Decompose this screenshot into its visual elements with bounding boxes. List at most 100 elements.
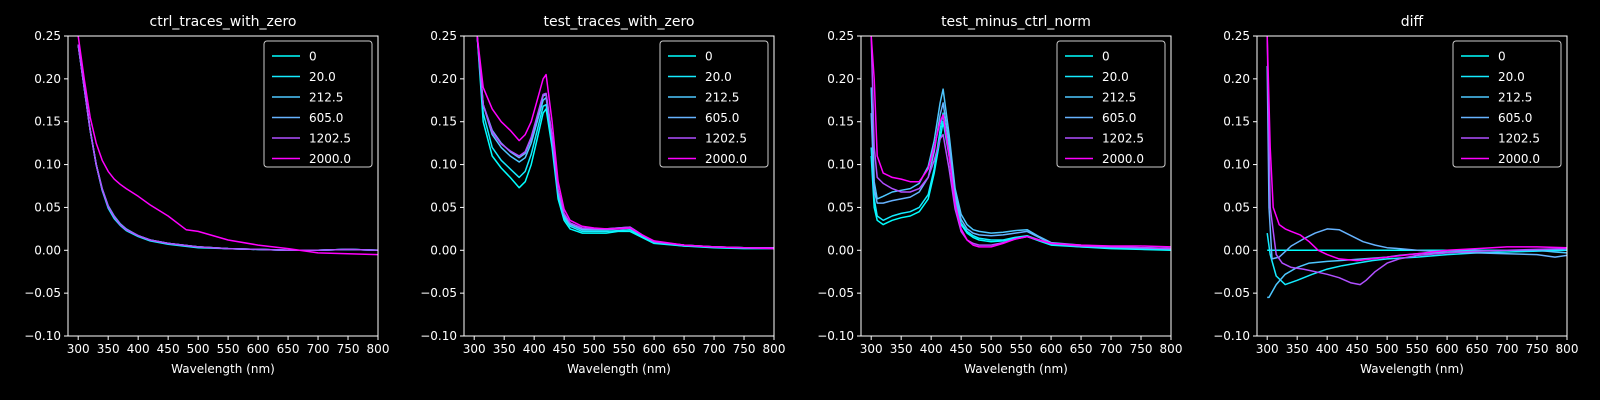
y-tick-label: 0.25	[1223, 29, 1250, 43]
legend: 0 20.0 212.5 605.0 1202.5 2000.0	[263, 40, 373, 168]
series-line-2000.0	[1266, 36, 1567, 262]
x-tick-label: 800	[367, 342, 390, 356]
x-tick-label: 600	[247, 342, 270, 356]
subplot-2: test_traces_with_zero 300 350 400 450 500 550…	[420, 14, 785, 376]
legend: 0 20.0 212.5 605.0 1202.5 2000.0	[1452, 40, 1562, 168]
x-tick-label: 750	[733, 342, 756, 356]
legend-label: 605.0	[1102, 111, 1136, 125]
y-tick-label: 0.20	[1223, 72, 1250, 86]
x-tick-label: 550	[1010, 342, 1033, 356]
axes-frame	[463, 35, 775, 337]
x-tick-label: 400	[523, 342, 546, 356]
y-tick-label: 0.00	[1223, 243, 1250, 257]
legend-label: 2000.0	[1498, 152, 1540, 166]
legend-label: 605.0	[1498, 111, 1532, 125]
x-tick-label: 650	[1466, 342, 1489, 356]
y-tick-label: −0.05	[817, 286, 854, 300]
legend-box	[1056, 40, 1166, 168]
y-tick-label: 0.20	[827, 72, 854, 86]
subplot-3: test_minus_ctrl_norm 300 350 400 450 500 550 6…	[817, 14, 1182, 376]
legend-box	[659, 40, 769, 168]
y-tick-label: 0.05	[34, 200, 61, 214]
subplot-title: test_minus_ctrl_norm	[941, 14, 1091, 30]
legend-label: 20.0	[1102, 70, 1129, 84]
series-line-2000.0	[476, 36, 774, 250]
legend-label: 1202.5	[309, 132, 351, 146]
x-axis-label: Wavelength (nm)	[567, 362, 671, 376]
legend: 0 20.0 212.5 605.0 1202.5 2000.0	[659, 40, 769, 168]
x-tick-label: 700	[307, 342, 330, 356]
x-tick-label: 500	[980, 342, 1003, 356]
x-tick-label: 750	[1130, 342, 1153, 356]
x-tick-label: 500	[583, 342, 606, 356]
y-tick-label: −0.05	[1213, 286, 1250, 300]
legend-box	[1452, 40, 1562, 168]
y-tick-label: −0.10	[24, 329, 61, 343]
x-tick-label: 300	[860, 342, 883, 356]
x-tick-label: 400	[1316, 342, 1339, 356]
x-tick-label: 650	[1070, 342, 1093, 356]
legend: 0 20.0 212.5 605.0 1202.5 2000.0	[1056, 40, 1166, 168]
series-line-1202.5	[1266, 36, 1567, 286]
y-tick-label: 0.10	[827, 158, 854, 172]
y-tick-label: 0.00	[34, 243, 61, 257]
y-tick-label: 0.00	[430, 243, 457, 257]
x-tick-label: 450	[157, 342, 180, 356]
y-tick-label: 0.25	[34, 29, 61, 43]
series-line-2000.0	[870, 36, 1171, 248]
axes-frame	[1256, 35, 1568, 337]
y-tick-label: 0.15	[430, 115, 457, 129]
x-tick-label: 500	[187, 342, 210, 356]
y-tick-label: 0.10	[430, 158, 457, 172]
x-tick-label: 500	[1376, 342, 1399, 356]
x-tick-label: 600	[1436, 342, 1459, 356]
series-line-2000.0	[77, 36, 378, 256]
y-tick-label: 0.05	[430, 200, 457, 214]
legend-label: 0	[309, 50, 317, 64]
y-tick-label: −0.05	[420, 286, 457, 300]
series-group	[476, 36, 774, 250]
y-tick-label: −0.10	[817, 329, 854, 343]
x-tick-label: 400	[127, 342, 150, 356]
legend-label: 2000.0	[705, 152, 747, 166]
x-tick-label: 300	[463, 342, 486, 356]
x-tick-label: 450	[553, 342, 576, 356]
legend-label: 1202.5	[1102, 132, 1144, 146]
x-tick-label: 650	[277, 342, 300, 356]
x-tick-label: 300	[67, 342, 90, 356]
legend-label: 0	[705, 50, 713, 64]
legend-label: 1202.5	[705, 132, 747, 146]
y-tick-label: 0.25	[827, 29, 854, 43]
subplot-title: ctrl_traces_with_zero	[150, 14, 297, 30]
x-tick-label: 700	[703, 342, 726, 356]
series-group	[1266, 36, 1567, 299]
series-line-605.0	[1266, 65, 1567, 260]
x-tick-label: 450	[1346, 342, 1369, 356]
axes-frame	[860, 35, 1172, 337]
y-tick-label: 0.15	[1223, 115, 1250, 129]
x-tick-label: 750	[1526, 342, 1549, 356]
legend-label: 20.0	[1498, 70, 1525, 84]
y-tick-label: −0.05	[24, 286, 61, 300]
x-tick-label: 750	[337, 342, 360, 356]
legend-label: 605.0	[309, 111, 343, 125]
y-tick-label: 0.10	[34, 158, 61, 172]
legend-label: 2000.0	[309, 152, 351, 166]
x-tick-label: 350	[890, 342, 913, 356]
legend-label: 0	[1498, 50, 1506, 64]
y-tick-label: 0.05	[1223, 200, 1250, 214]
x-tick-label: 650	[673, 342, 696, 356]
y-tick-label: 0.00	[827, 243, 854, 257]
subplot-title: diff	[1401, 14, 1424, 30]
subplot-1: ctrl_traces_with_zero 300 350 400 450 500 550…	[24, 14, 389, 376]
x-tick-label: 450	[950, 342, 973, 356]
legend-label: 20.0	[309, 70, 336, 84]
subplot-title: test_traces_with_zero	[544, 14, 695, 30]
plot-area: 300 350 400 450 500 550 600 650 700 750 800 −0.10 −0…	[420, 29, 785, 356]
x-tick-label: 350	[493, 342, 516, 356]
x-tick-label: 350	[97, 342, 120, 356]
series-line-1202.5	[77, 44, 378, 252]
y-tick-label: 0.10	[1223, 158, 1250, 172]
x-tick-label: 550	[217, 342, 240, 356]
